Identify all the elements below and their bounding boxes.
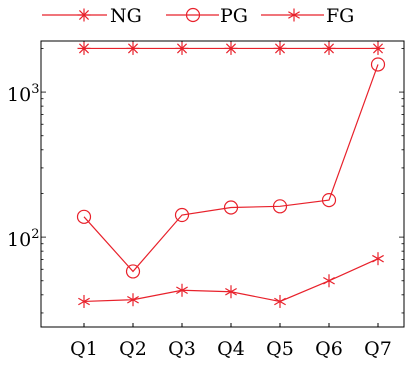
point-ng [322,41,336,55]
legend-marker-pg [185,7,201,23]
legend-label-ng: NG [110,5,142,27]
legend-entry-pg: PG [166,5,248,27]
point-fg-stroke [372,254,384,263]
x-tick-labels: Q1 Q2 Q3 Q4 Q5 Q6 Q7 [70,338,392,360]
point-pg [174,207,190,223]
point-ng-stroke [78,43,90,54]
point-pg [272,199,288,214]
point-fg [372,252,384,266]
legend-entry-ng: NG [42,5,142,27]
x-tick-label: Q4 [217,338,245,360]
point-pg [76,209,92,224]
point-fg-stroke [127,295,139,304]
series-line-pg [83,64,379,273]
x-tick-label: Q2 [119,338,147,360]
point-fg-stroke [78,297,90,306]
point-ng-stroke [127,43,139,54]
point-pg [321,192,337,208]
point-pg [370,57,386,72]
point-fg [78,294,90,308]
point-ng-stroke [225,43,237,54]
tick-marks [41,41,404,327]
point-pg-shape [125,264,141,279]
point-pg-shape [370,57,386,72]
point-fg-stroke [176,286,188,295]
point-ng-stroke [176,43,188,54]
axis-frame [40,40,405,328]
x-tick-label: Q5 [266,338,294,360]
legend-marker-ng [77,8,91,22]
point-pg-shape [76,209,92,224]
legend-entry-fg: FG [261,5,354,27]
x-tick-label: Q1 [70,338,98,360]
point-fg [274,294,286,308]
legend-label-pg: PG [220,5,248,27]
series-layer [76,41,386,308]
point-ng [273,41,287,55]
point-ng-stroke [372,43,384,54]
legend: NG PG FG [42,5,354,27]
x-tick-label: Q6 [315,338,343,360]
x-tick-label: Q3 [168,338,196,360]
plot-area [40,40,405,328]
point-pg [223,200,239,215]
legend-marker-fg-stroke [288,11,300,19]
point-fg [323,274,335,288]
point-pg-shape [223,200,239,215]
point-ng-stroke [274,43,286,54]
point-pg-shape [174,207,190,223]
point-ng [77,41,91,55]
point-pg-shape [321,192,337,208]
point-ng [371,41,385,55]
y-tick-label: 102 [7,227,39,251]
point-fg [127,293,139,307]
point-fg-stroke [274,297,286,306]
point-pg [125,264,141,279]
x-tick-label: Q7 [364,338,392,360]
legend-marker-fg [288,8,300,22]
point-ng-stroke [323,43,335,54]
point-fg [225,285,237,299]
point-ng [175,41,189,55]
point-ng [126,41,140,55]
point-fg-stroke [225,287,237,296]
legend-label-fg: FG [326,5,354,27]
point-fg-stroke [323,276,335,285]
point-ng [224,41,238,55]
point-fg [176,283,188,297]
y-tick-label: 103 [7,82,39,106]
legend-marker-pg-shape [185,7,201,23]
y-tick-labels: 102 103 [7,82,39,251]
legend-marker-ng-stroke [78,9,90,21]
point-pg-shape [272,199,288,214]
